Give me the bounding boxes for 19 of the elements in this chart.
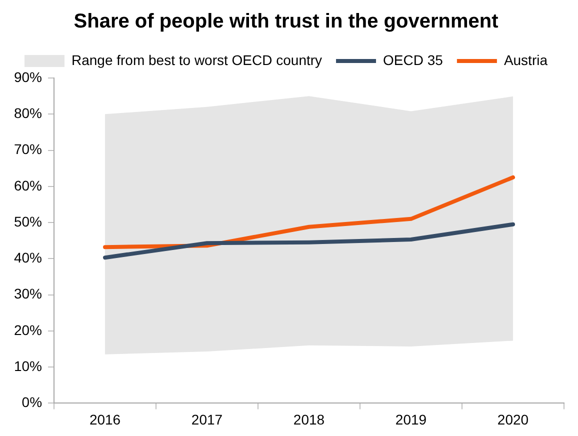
x-tick-label: 2017 (191, 411, 223, 428)
y-tick-label: 10% (14, 358, 42, 374)
y-tick-label: 0% (22, 394, 42, 410)
y-tick-label: 40% (14, 250, 42, 266)
y-tick-label: 80% (14, 104, 42, 121)
legend-label: Range from best to worst OECD country (71, 52, 322, 68)
y-tick-label: 90% (14, 68, 42, 85)
y-tick-label: 70% (14, 141, 42, 158)
x-tick-label: 2016 (89, 411, 121, 428)
chart-title: Share of people with trust in the government (74, 10, 499, 33)
y-tick-label: 20% (14, 322, 42, 338)
y-tick-label: 60% (14, 177, 42, 194)
legend-label: Austria (504, 52, 548, 68)
y-tick-label: 30% (14, 286, 42, 302)
x-tick-label: 2020 (497, 411, 529, 428)
x-tick-label: 2019 (395, 411, 427, 428)
x-tick-label: 2018 (293, 411, 325, 428)
y-tick-label: 50% (14, 213, 42, 230)
legend-label: OECD 35 (383, 52, 444, 68)
